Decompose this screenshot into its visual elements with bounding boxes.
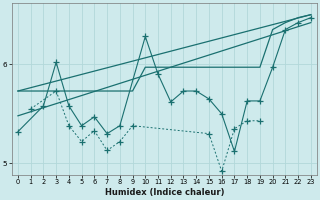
X-axis label: Humidex (Indice chaleur): Humidex (Indice chaleur) [105, 188, 224, 197]
